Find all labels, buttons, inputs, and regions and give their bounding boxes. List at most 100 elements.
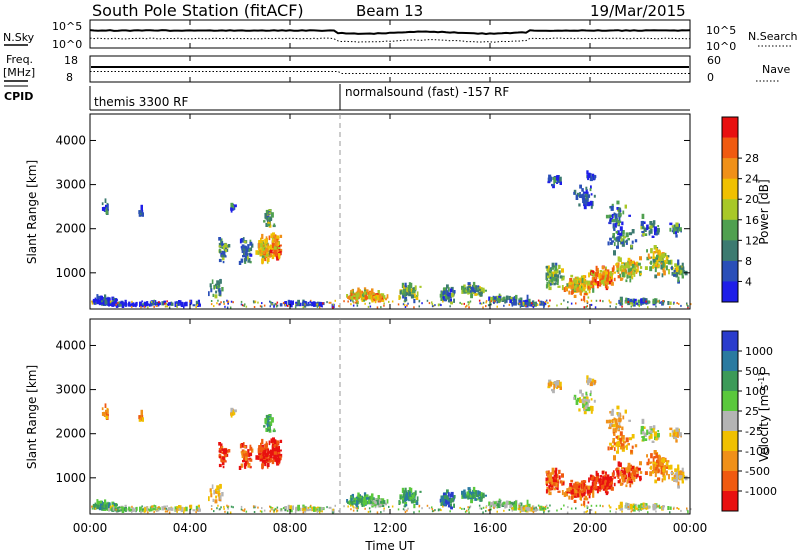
velocity-cell [523, 506, 527, 512]
velocity-cell [104, 504, 107, 510]
velocity-cell [680, 470, 683, 476]
power-cell [652, 262, 655, 267]
power-cell [612, 235, 614, 239]
power-cell [284, 304, 287, 306]
velocity-cell [399, 501, 402, 504]
velocity-cell [320, 507, 323, 512]
colorbar-cell [722, 199, 738, 221]
power-cell [117, 301, 119, 304]
velocity-cell [271, 459, 275, 465]
power-cell [362, 292, 365, 298]
cpid-segment-2: normalsound (fast) -157 RF [345, 85, 509, 99]
power-cell [363, 291, 366, 296]
velocity-cell [662, 472, 665, 478]
power-cell [437, 303, 440, 307]
velocity-cell [612, 440, 614, 444]
power-cell [652, 252, 655, 257]
velocity-cell [572, 489, 574, 494]
velocity-cell [467, 490, 471, 495]
velocity-cell [558, 469, 561, 474]
velocity-cell [260, 448, 263, 453]
power-cell [440, 297, 443, 301]
power-cell [624, 204, 627, 209]
velocity-cell [266, 462, 270, 467]
velocity-cell [444, 503, 447, 506]
velocity-cell [109, 505, 112, 508]
velocity-cell [143, 507, 147, 513]
velocity-cell [437, 508, 440, 512]
power-cell [625, 301, 627, 304]
velocity-cell [613, 417, 616, 421]
velocity-cell [466, 494, 470, 498]
velocity-cell [673, 474, 676, 478]
power-cell [569, 278, 573, 283]
velocity-cell [669, 432, 672, 437]
power-cell [663, 270, 666, 276]
velocity-cell [619, 431, 623, 436]
velocity-cell [272, 437, 275, 441]
velocity-cell [442, 505, 444, 508]
velocity-cell [215, 488, 217, 494]
velocity-cell [247, 453, 251, 457]
velocity-cell [449, 498, 452, 504]
power-cell [624, 240, 628, 243]
power-cell [633, 262, 636, 265]
velocity-cell [642, 426, 646, 429]
velocity-heatmap-cells [91, 375, 692, 514]
velocity-cell [477, 492, 479, 495]
power-cell [479, 302, 481, 305]
velocity-cell [475, 494, 478, 498]
power-cell [675, 222, 679, 227]
power-cell [503, 296, 506, 301]
power-cell [350, 299, 352, 302]
velocity-cell [472, 490, 476, 495]
power-cell [238, 260, 242, 265]
power-cell [586, 305, 588, 308]
velocity-cell [617, 476, 620, 479]
power-cell [218, 258, 222, 263]
y-tick-label: 4000 [55, 338, 86, 352]
velocity-cell [551, 467, 555, 473]
power-cell [543, 306, 545, 309]
velocity-cell [613, 442, 617, 446]
velocity-cell [636, 473, 639, 478]
power-cell [654, 274, 658, 279]
power-cell [642, 302, 645, 305]
power-cell [133, 303, 136, 307]
velocity-cell [551, 388, 554, 392]
velocity-cell [141, 417, 144, 422]
power-cell [431, 305, 434, 308]
velocity-cell [284, 509, 287, 511]
velocity-cell [574, 481, 578, 486]
velocity-cell [104, 403, 107, 408]
power-cell [658, 250, 661, 256]
nsearch-tick-low: 10^0 [706, 40, 736, 53]
power-cell [140, 204, 143, 211]
x-axis-label: Time UT [364, 539, 415, 553]
velocity-cell [267, 451, 270, 456]
velocity-cell [657, 477, 661, 481]
velocity-cell [279, 455, 282, 461]
velocity-cell [676, 507, 678, 510]
power-cell [667, 301, 670, 305]
velocity-cell [138, 415, 141, 420]
power-cell [599, 270, 603, 273]
velocity-cell [353, 499, 356, 502]
velocity-cell [219, 508, 221, 511]
power-cell [403, 291, 406, 297]
velocity-cell [609, 506, 611, 509]
velocity-cell [640, 426, 644, 431]
velocity-cell [266, 419, 270, 424]
power-cell [233, 204, 237, 208]
velocity-cell [98, 500, 101, 504]
velocity-cell [545, 504, 548, 507]
power-cell [482, 306, 484, 309]
power-cell [181, 301, 184, 307]
velocity-cell [682, 475, 685, 479]
power-cell [525, 304, 527, 307]
power-cell [646, 224, 648, 231]
velocity-cell [291, 506, 294, 510]
power-cell [548, 283, 550, 288]
velocity-cell [606, 478, 610, 485]
velocity-cell [553, 384, 556, 390]
